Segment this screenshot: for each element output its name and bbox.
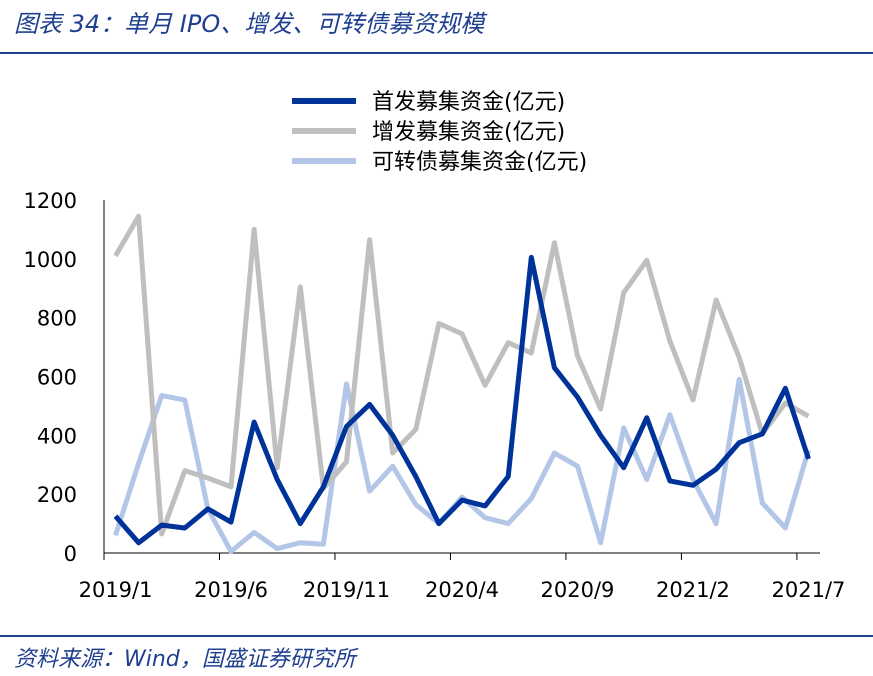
legend-label-2: 增发募集资金(亿元) [372,120,565,145]
legend-label-3: 可转债募集资金(亿元) [372,150,587,175]
figure-title: 图表 34：单月 IPO、增发、可转债募资规模 [14,10,485,38]
title-bar: 图表 34：单月 IPO、增发、可转债募资规模 [0,0,873,54]
x-tick-label: 2021/2 [656,578,730,602]
y-tick-label: 600 [37,366,77,390]
title-divider [0,52,873,54]
series-line-1 [113,254,811,546]
footer-divider [0,635,873,637]
series-line-3 [113,376,811,554]
y-tick-label: 1000 [24,248,77,272]
y-axis: 0 200 400 600 800 1000 1200 [24,189,105,566]
y-tick-label: 0 [64,542,77,566]
legend: 首发募集资金(亿元) 增发募集资金(亿元) 可转债募集资金(亿元) [292,90,587,175]
x-tick-label: 2020/4 [425,578,499,602]
x-tick-label: 2019/6 [194,578,268,602]
x-tick-label: 2019/11 [303,578,390,602]
series-line-2 [113,213,810,537]
y-tick-label: 1200 [24,189,77,213]
x-tick-label: 2020/9 [541,578,615,602]
x-tick-label: 2019/1 [79,578,153,602]
source-note: 资料来源：Wind，国盛证券研究所 [14,647,356,672]
y-tick-label: 200 [37,483,77,507]
y-tick-label: 400 [37,424,77,448]
y-tick-label: 800 [37,307,77,331]
legend-label-1: 首发募集资金(亿元) [372,90,565,115]
plot-area [113,213,811,554]
x-axis: 2019/1 2019/6 2019/11 2020/4 2020/9 2021/2 202… [79,552,846,602]
x-tick-label: 2021/7 [772,578,846,602]
